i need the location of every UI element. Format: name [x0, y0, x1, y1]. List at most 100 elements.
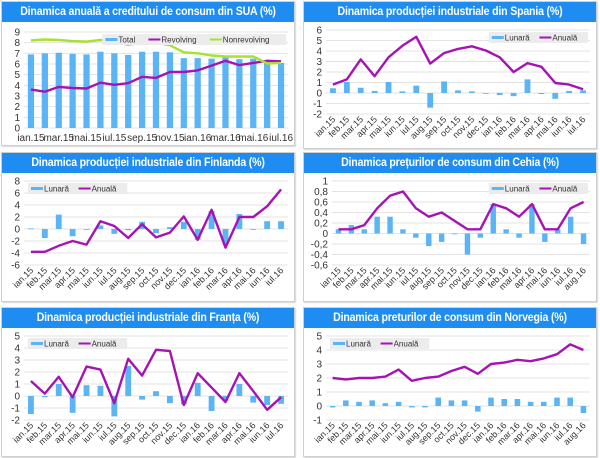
bar-mai.15 [387, 216, 393, 234]
bar-oct.15 [455, 90, 461, 93]
y-tick-label: -4 [11, 249, 20, 260]
x-tick-label: iul.16 [269, 133, 293, 144]
bar-mar.15 [356, 401, 362, 406]
y-tick-label: 8 [14, 38, 20, 49]
y-tick-label: -2 [313, 110, 322, 121]
bar-apr.15 [374, 216, 380, 234]
legend-label: Total [118, 36, 135, 45]
bar-mar.15 [55, 52, 62, 128]
legend-box [488, 183, 588, 194]
bar-ian.16 [496, 93, 503, 96]
y-tick-label: 0 [14, 124, 20, 135]
y-tick-label: 7 [14, 49, 20, 60]
bar-mai.15 [385, 81, 392, 93]
bar-sep.15 [441, 81, 448, 93]
bar-nov.15 [166, 52, 174, 129]
line-anuală [30, 348, 282, 412]
y-tick-label: 5 [14, 332, 20, 343]
bar-mar.16 [516, 233, 522, 238]
line-anuală [332, 343, 584, 382]
legend-label: Lunară [505, 34, 530, 43]
bar-mar.16 [514, 399, 521, 406]
bar-dec.15 [475, 406, 481, 412]
bar-iul.15 [409, 406, 415, 408]
chart-title: Dinamica producției industriale din Span… [315, 2, 585, 22]
bar-apr.16 [236, 214, 243, 229]
bar-apr.15 [69, 396, 76, 413]
bar-iun.16 [264, 221, 271, 229]
y-tick-label: 5 [14, 70, 20, 81]
bar-iun.15 [400, 229, 406, 234]
y-tick-label: 6 [14, 60, 20, 71]
bar-iul.15 [111, 229, 118, 234]
y-tick-label: -1 [313, 416, 322, 427]
legend-label: Anuală [552, 185, 577, 194]
legend-label: Anuală [92, 340, 117, 349]
bar-aug.15 [125, 54, 132, 128]
y-tick-label: 1 [14, 113, 20, 124]
legend-box [488, 32, 588, 43]
chart-panel-franta: Dinamica producției industriale din Fran… [1, 307, 295, 457]
chart-panel-norvegia: Dinamica preturilor de consum din Norveg… [303, 307, 597, 457]
x-tick-label: iul.15 [102, 133, 126, 144]
legend-label: Lunară [346, 340, 371, 349]
bar-apr.16 [236, 59, 243, 129]
bar-ian.15 [335, 229, 342, 234]
bar-ian.16 [488, 397, 494, 406]
y-tick-label: 0 [316, 402, 322, 413]
bar-aug.15 [125, 366, 132, 396]
y-tick-label: 5 [316, 332, 322, 343]
bar-ian.15 [28, 396, 34, 414]
bar-apr.16 [538, 93, 545, 95]
y-tick-label: 2 [14, 213, 20, 224]
bar-feb.16 [503, 229, 509, 234]
bar-aug.15 [426, 233, 432, 247]
x-tick-label: ian.16 [184, 133, 212, 144]
bar-sep.15 [438, 233, 445, 242]
x-tick-label: mar.16 [210, 133, 241, 144]
bar-iun.16 [555, 229, 561, 234]
y-tick-label: 0,4 [314, 208, 328, 219]
line-anuală [332, 35, 584, 91]
bar-iun.16 [554, 397, 560, 406]
bar-mai.16 [541, 401, 547, 406]
bar-feb.15 [41, 396, 48, 398]
bar-mar.16 [524, 79, 531, 93]
chart-panel-finlanda: Dinamica producției industriale din Finl… [1, 152, 295, 302]
legend-label: Lunară [505, 185, 530, 194]
bar-iun.15 [399, 91, 406, 93]
y-tick-label: 4 [14, 201, 20, 212]
bar-feb.15 [343, 400, 349, 406]
x-tick-label: mai.16 [238, 133, 268, 144]
bar-aug.15 [427, 93, 434, 108]
chart-title: Dinamica producției industriale din Finl… [13, 153, 283, 173]
bar-mai.15 [382, 403, 389, 406]
bar-mar.15 [55, 384, 62, 396]
legend-label: Revolving [161, 36, 196, 45]
y-tick-label: -1 [313, 99, 322, 110]
line-anuală [30, 188, 283, 254]
legend-label: Anuală [394, 340, 419, 349]
y-tick-label: 4 [14, 344, 20, 355]
y-tick-label: 2 [14, 368, 20, 379]
legend-box [330, 338, 430, 349]
bar-apr.15 [371, 90, 378, 93]
bar-iul.16 [580, 90, 586, 93]
chart-title: Dinamica prețurilor de consum din Cehia … [315, 153, 585, 173]
bar-nov.15 [461, 400, 468, 406]
y-tick-label: 0,8 [314, 187, 328, 198]
bar-oct.15 [448, 400, 455, 406]
y-tick-label: -2 [11, 416, 20, 427]
bar-iul.15 [111, 396, 118, 417]
bar-sep.15 [138, 51, 146, 128]
bar-aug.15 [125, 229, 132, 231]
y-tick-label: 1 [316, 388, 322, 399]
bar-oct.15 [451, 233, 458, 235]
bar-iun.15 [97, 225, 104, 229]
legend-label: Nonrevolving [223, 36, 270, 45]
y-tick-label: 3 [316, 57, 322, 68]
bar-apr.15 [69, 53, 76, 128]
chart-title: Dinamica preturilor de consum din Norveg… [315, 308, 585, 328]
chart-cehia: -0,6-0,4-0,200,20,40,60,81ian.15feb.15ma… [311, 177, 590, 292]
y-tick-label: 6 [14, 189, 20, 200]
